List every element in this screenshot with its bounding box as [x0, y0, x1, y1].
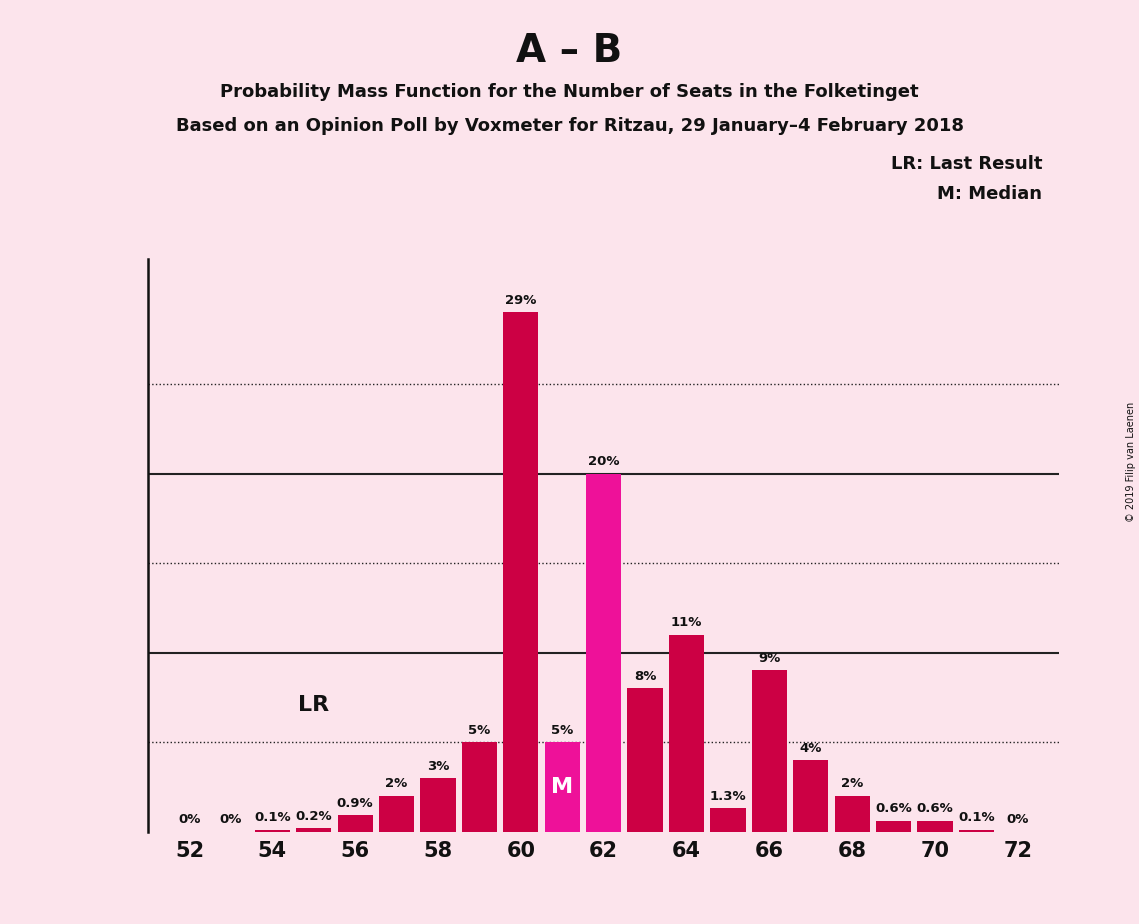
Text: 5%: 5% [468, 723, 491, 736]
Text: 0%: 0% [220, 813, 243, 826]
Text: Probability Mass Function for the Number of Seats in the Folketinget: Probability Mass Function for the Number… [220, 83, 919, 101]
Bar [544, 742, 580, 832]
Text: 2%: 2% [385, 777, 408, 790]
Text: 2%: 2% [841, 777, 863, 790]
Bar [793, 760, 828, 832]
Bar [255, 830, 290, 832]
Text: 3%: 3% [427, 760, 449, 772]
Text: 0.1%: 0.1% [958, 811, 994, 824]
Text: © 2019 Filip van Laenen: © 2019 Filip van Laenen [1125, 402, 1136, 522]
Text: 8%: 8% [634, 670, 656, 683]
Bar [587, 473, 621, 832]
Bar [876, 821, 911, 832]
Text: 5%: 5% [551, 723, 573, 736]
Bar [752, 671, 787, 832]
Bar [917, 821, 952, 832]
Bar [379, 796, 415, 832]
Bar [420, 778, 456, 832]
Text: 0.6%: 0.6% [875, 802, 912, 816]
Text: 0%: 0% [1007, 813, 1029, 826]
Text: 11%: 11% [671, 616, 703, 629]
Bar [669, 635, 704, 832]
Text: 9%: 9% [759, 652, 780, 665]
Bar [711, 808, 746, 832]
Text: 4%: 4% [800, 742, 822, 755]
Text: 0.9%: 0.9% [337, 797, 374, 810]
Text: 29%: 29% [505, 294, 536, 307]
Bar [461, 742, 497, 832]
Text: 0.6%: 0.6% [917, 802, 953, 816]
Bar [959, 830, 994, 832]
Text: 20%: 20% [588, 456, 620, 468]
Bar [835, 796, 870, 832]
Text: 0%: 0% [179, 813, 200, 826]
Text: LR: Last Result: LR: Last Result [891, 155, 1042, 173]
Text: 1.3%: 1.3% [710, 790, 746, 803]
Bar [337, 816, 372, 832]
Text: A – B: A – B [516, 32, 623, 70]
Text: LR: LR [298, 695, 329, 715]
Bar [628, 688, 663, 832]
Text: 0.1%: 0.1% [254, 811, 290, 824]
Text: 0.2%: 0.2% [295, 809, 333, 822]
Text: M: M [551, 777, 573, 796]
Text: Based on an Opinion Poll by Voxmeter for Ritzau, 29 January–4 February 2018: Based on an Opinion Poll by Voxmeter for… [175, 117, 964, 135]
Bar [296, 828, 331, 832]
Text: M: Median: M: Median [937, 185, 1042, 202]
Bar [503, 312, 539, 832]
